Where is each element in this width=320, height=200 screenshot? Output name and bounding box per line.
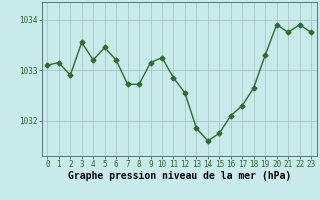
X-axis label: Graphe pression niveau de la mer (hPa): Graphe pression niveau de la mer (hPa) <box>68 171 291 181</box>
